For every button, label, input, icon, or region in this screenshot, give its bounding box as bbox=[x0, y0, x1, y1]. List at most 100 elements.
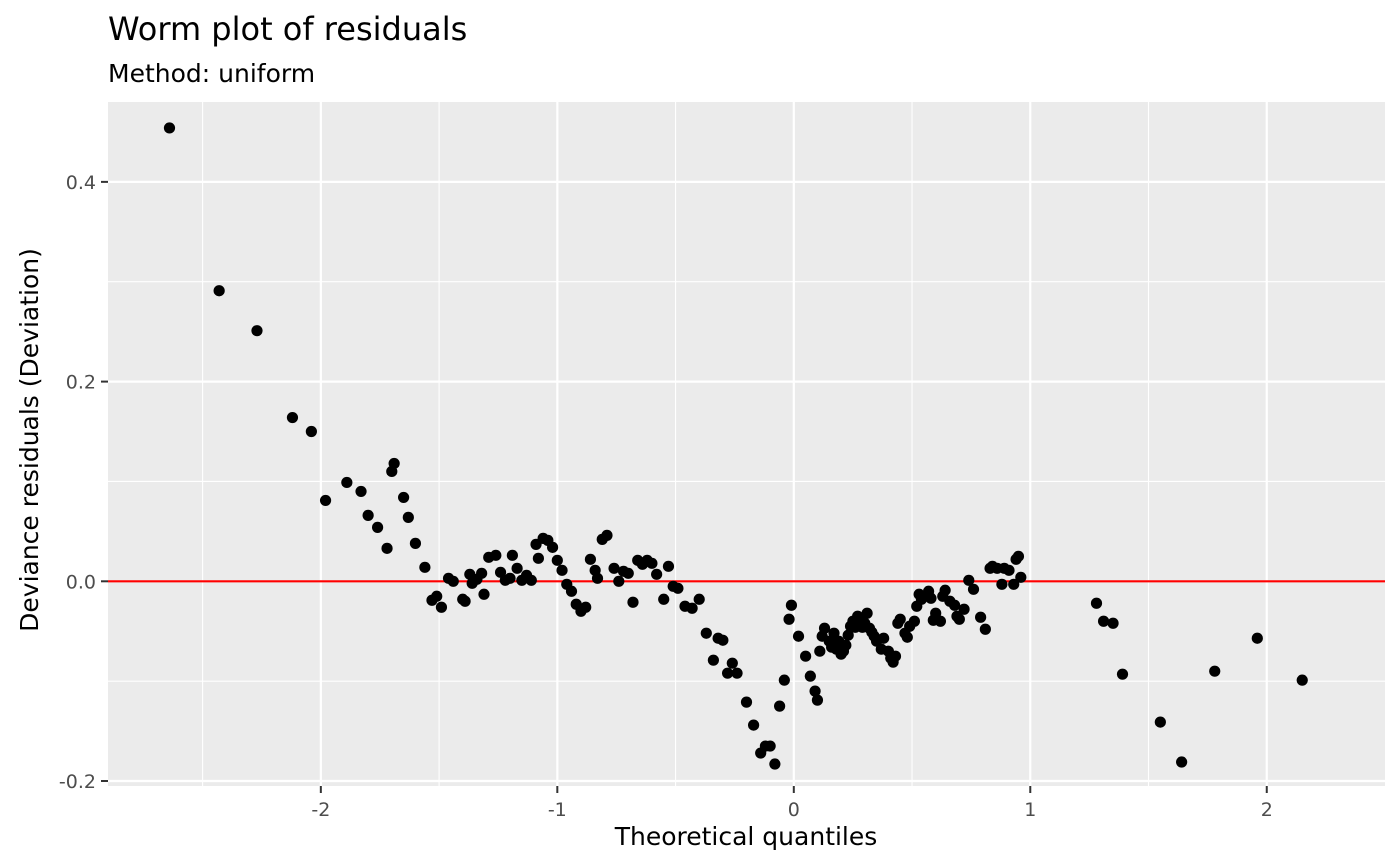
data-point bbox=[726, 657, 738, 669]
data-point bbox=[785, 599, 798, 611]
data-point bbox=[476, 567, 488, 579]
x-tick-label: 2 bbox=[1261, 799, 1273, 821]
plot-panel bbox=[108, 102, 1385, 786]
data-point bbox=[842, 629, 854, 641]
chart-subtitle: Method: uniform bbox=[108, 59, 315, 88]
data-point bbox=[783, 613, 795, 625]
data-points bbox=[163, 122, 1308, 770]
data-point bbox=[778, 674, 790, 686]
data-point bbox=[398, 491, 410, 504]
data-point bbox=[721, 667, 734, 679]
data-point bbox=[717, 634, 729, 646]
data-point bbox=[792, 630, 805, 642]
data-point bbox=[894, 613, 906, 625]
data-point bbox=[878, 632, 890, 644]
data-point bbox=[591, 572, 604, 584]
data-point bbox=[707, 654, 719, 666]
data-point bbox=[431, 590, 443, 602]
data-point bbox=[490, 549, 502, 561]
data-point bbox=[459, 595, 471, 607]
data-point bbox=[1015, 571, 1027, 583]
data-point bbox=[163, 122, 176, 134]
data-point bbox=[764, 740, 776, 752]
data-point bbox=[996, 578, 1008, 590]
data-point bbox=[934, 615, 947, 627]
x-tick-label: -1 bbox=[548, 799, 567, 821]
data-point bbox=[740, 696, 753, 708]
data-point bbox=[627, 596, 639, 608]
data-point bbox=[565, 585, 578, 597]
data-point bbox=[840, 639, 852, 651]
data-point bbox=[975, 611, 987, 623]
data-point bbox=[1296, 674, 1308, 686]
data-point bbox=[1012, 550, 1025, 562]
data-point bbox=[362, 509, 374, 521]
data-point bbox=[371, 521, 384, 533]
data-point bbox=[525, 574, 537, 586]
data-point bbox=[601, 529, 613, 541]
data-point bbox=[800, 650, 812, 662]
y-axis-label: Deviance residuals (Deviation) bbox=[15, 248, 44, 632]
data-point bbox=[608, 562, 620, 574]
data-point bbox=[286, 411, 299, 424]
data-point bbox=[1154, 716, 1166, 728]
data-point bbox=[958, 603, 970, 615]
data-point bbox=[811, 694, 824, 706]
data-point bbox=[556, 564, 568, 576]
data-point bbox=[1097, 615, 1110, 627]
data-point bbox=[478, 588, 490, 600]
data-point bbox=[613, 575, 625, 587]
data-point bbox=[662, 560, 675, 572]
data-point bbox=[804, 670, 816, 682]
data-point bbox=[622, 567, 634, 579]
data-point bbox=[409, 537, 422, 549]
data-point bbox=[1209, 665, 1221, 677]
data-point bbox=[546, 541, 559, 553]
y-tick-label: 0.4 bbox=[66, 172, 96, 194]
data-point bbox=[967, 583, 980, 595]
data-point bbox=[1251, 632, 1263, 644]
data-point bbox=[686, 602, 698, 614]
data-point bbox=[901, 631, 913, 643]
data-point bbox=[963, 574, 975, 586]
data-point bbox=[447, 575, 459, 587]
data-point bbox=[658, 593, 670, 605]
data-point bbox=[1176, 756, 1188, 768]
data-point bbox=[774, 700, 786, 712]
x-tick-label: -2 bbox=[311, 799, 330, 821]
data-point bbox=[700, 627, 712, 639]
data-point bbox=[419, 561, 431, 573]
data-point bbox=[580, 601, 592, 613]
data-point bbox=[672, 582, 684, 594]
data-point bbox=[251, 325, 263, 337]
data-point bbox=[506, 549, 518, 561]
data-point bbox=[809, 685, 821, 697]
data-point bbox=[511, 562, 523, 574]
data-point bbox=[319, 494, 332, 507]
data-point bbox=[889, 650, 902, 662]
data-point bbox=[584, 553, 597, 565]
data-point bbox=[979, 623, 991, 635]
x-axis-label: Theoretical quantiles bbox=[614, 822, 878, 851]
data-point bbox=[1003, 564, 1015, 576]
data-point bbox=[651, 568, 663, 580]
y-tick-label: -0.2 bbox=[59, 771, 96, 793]
y-axis-ticks: -0.2 0.0 0.2 0.4 bbox=[59, 172, 108, 793]
data-point bbox=[1116, 668, 1129, 680]
data-point bbox=[925, 592, 937, 604]
data-point bbox=[949, 599, 961, 611]
data-point bbox=[1090, 597, 1103, 609]
data-point bbox=[939, 584, 951, 596]
x-tick-label: 1 bbox=[1024, 799, 1036, 821]
data-point bbox=[908, 615, 921, 627]
data-point bbox=[769, 758, 781, 770]
data-point bbox=[341, 476, 353, 489]
data-point bbox=[814, 645, 826, 657]
data-point bbox=[731, 667, 743, 679]
data-point bbox=[953, 613, 965, 625]
data-point bbox=[1008, 578, 1020, 590]
data-point bbox=[693, 593, 705, 605]
data-point bbox=[388, 457, 400, 470]
data-point bbox=[435, 601, 448, 613]
